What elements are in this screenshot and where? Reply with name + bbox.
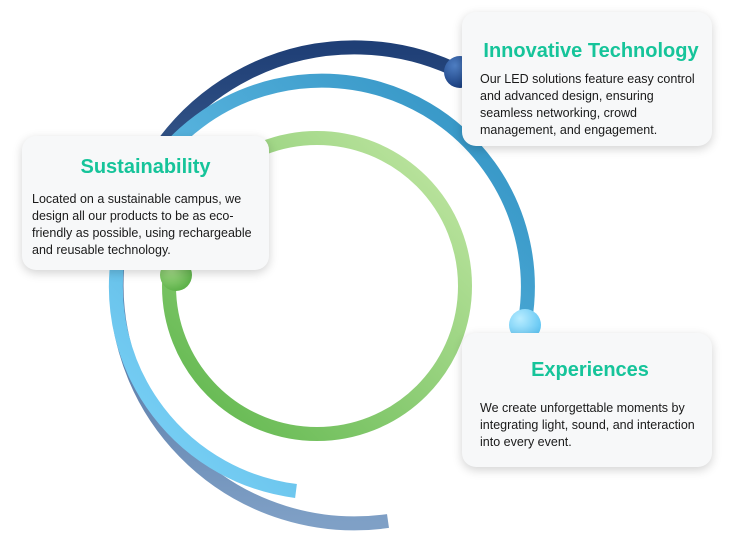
middle-ring-arc [108, 73, 535, 498]
experiences-title: Experiences [531, 359, 649, 381]
experiences-text: We create unforgettable moments by integ… [480, 401, 695, 449]
sustainability-text: Located on a sustainable campus, we desi… [32, 192, 252, 257]
experiences-card: Experiences We create unforgettable mome… [462, 333, 712, 467]
sustainability-title: Sustainability [80, 156, 211, 178]
innovative-technology-card: Innovative Technology Our LED solutions … [462, 12, 712, 146]
innovative-technology-title: Innovative Technology [483, 40, 699, 62]
sustainability-card: Sustainability Located on a sustainable … [22, 136, 269, 270]
innovative-technology-text: Our LED solutions feature easy control a… [480, 72, 695, 137]
